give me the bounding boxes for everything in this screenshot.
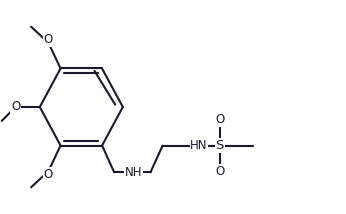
Text: O: O bbox=[11, 101, 20, 113]
Text: NH: NH bbox=[125, 166, 142, 179]
Text: O: O bbox=[44, 33, 53, 46]
Text: O: O bbox=[215, 113, 224, 126]
Text: HN: HN bbox=[190, 139, 208, 152]
Text: O: O bbox=[44, 168, 53, 181]
Text: S: S bbox=[216, 139, 224, 152]
Text: O: O bbox=[215, 165, 224, 178]
